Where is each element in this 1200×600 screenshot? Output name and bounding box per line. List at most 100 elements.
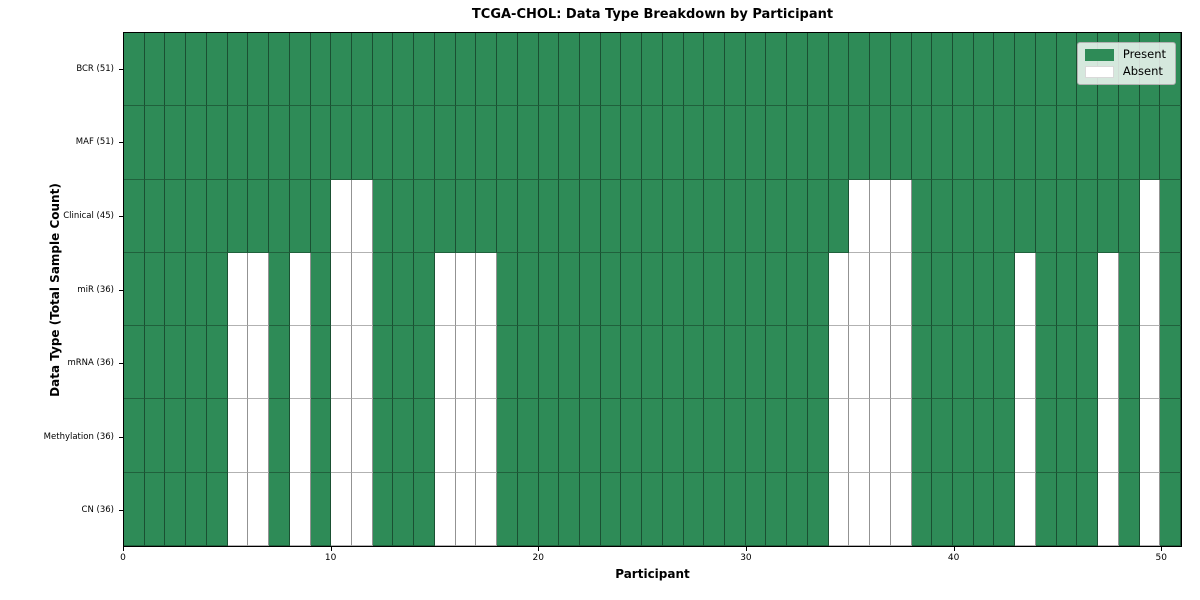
heatmap-cell bbox=[165, 326, 187, 400]
heatmap-cell bbox=[994, 472, 1016, 546]
heatmap-cell bbox=[1139, 252, 1161, 327]
heatmap-cell bbox=[227, 326, 249, 400]
heatmap-cell bbox=[1015, 179, 1036, 253]
heatmap-cell bbox=[890, 33, 912, 107]
heatmap-cell bbox=[579, 326, 601, 400]
heatmap-cell bbox=[870, 326, 891, 400]
heatmap-cell bbox=[932, 399, 954, 473]
heatmap-cell bbox=[393, 326, 415, 400]
heatmap-cell bbox=[538, 399, 560, 473]
heatmap-cell bbox=[579, 399, 601, 473]
heatmap-cell bbox=[310, 326, 332, 400]
x-tick-mark bbox=[1161, 547, 1163, 551]
heatmap-cell bbox=[248, 33, 270, 107]
heatmap-cell bbox=[1118, 252, 1140, 327]
heatmap-cell bbox=[414, 326, 435, 400]
y-tick-mark bbox=[119, 363, 123, 365]
heatmap-cell bbox=[807, 399, 829, 473]
heatmap-cell bbox=[538, 106, 560, 180]
heatmap-cell bbox=[372, 252, 394, 327]
heatmap-cell bbox=[911, 33, 933, 107]
heatmap-cell bbox=[725, 326, 746, 400]
heatmap-cell bbox=[372, 399, 394, 473]
heatmap-cell bbox=[351, 33, 373, 107]
heatmap-cell bbox=[248, 399, 270, 473]
y-tick-label: mRNA (36) bbox=[67, 358, 114, 369]
heatmap-cell bbox=[124, 399, 145, 473]
heatmap-cell bbox=[434, 326, 456, 400]
heatmap-cell bbox=[683, 326, 705, 400]
heatmap-cell bbox=[1056, 106, 1078, 180]
heatmap-cell bbox=[269, 106, 290, 180]
heatmap-cell bbox=[953, 106, 974, 180]
heatmap-cell bbox=[704, 252, 726, 327]
heatmap-cell bbox=[725, 399, 746, 473]
heatmap-cell bbox=[331, 179, 352, 253]
heatmap-cell bbox=[476, 252, 498, 327]
heatmap-cell bbox=[1160, 106, 1181, 180]
heatmap-cell bbox=[372, 472, 394, 546]
heatmap-cell bbox=[517, 252, 539, 327]
heatmap-cell bbox=[186, 252, 207, 327]
heatmap-cell bbox=[642, 33, 663, 107]
heatmap-cell bbox=[1056, 326, 1078, 400]
heatmap-cell bbox=[289, 252, 311, 327]
heatmap-cell bbox=[1015, 33, 1036, 107]
heatmap-cell bbox=[745, 33, 767, 107]
heatmap-cell bbox=[206, 33, 228, 107]
heatmap-cell bbox=[165, 33, 187, 107]
heatmap-cell bbox=[269, 326, 290, 400]
heatmap-cell bbox=[289, 399, 311, 473]
heatmap-cell bbox=[1098, 399, 1119, 473]
heatmap-cell bbox=[766, 252, 788, 327]
heatmap-cell bbox=[517, 326, 539, 400]
heatmap-cell bbox=[517, 399, 539, 473]
heatmap-cell bbox=[787, 33, 808, 107]
heatmap-cell bbox=[434, 252, 456, 327]
y-tick-mark bbox=[119, 436, 123, 438]
heatmap-cell bbox=[807, 33, 829, 107]
heatmap-cell bbox=[331, 399, 352, 473]
heatmap-cell bbox=[932, 179, 954, 253]
heatmap-cell bbox=[144, 252, 166, 327]
heatmap-cell bbox=[890, 399, 912, 473]
heatmap-cell bbox=[206, 106, 228, 180]
heatmap-cell bbox=[372, 106, 394, 180]
heatmap-cell bbox=[787, 252, 808, 327]
heatmap-cell bbox=[538, 252, 560, 327]
heatmap-cell bbox=[1015, 252, 1036, 327]
heatmap-cell bbox=[248, 179, 270, 253]
heatmap-cell bbox=[642, 326, 663, 400]
heatmap-cell bbox=[1015, 106, 1036, 180]
heatmap-cell bbox=[269, 472, 290, 546]
heatmap-cell bbox=[476, 179, 498, 253]
x-tick-label: 30 bbox=[740, 553, 752, 563]
heatmap-cell bbox=[165, 179, 187, 253]
heatmap-cell bbox=[1056, 252, 1078, 327]
legend-label-present: Present bbox=[1122, 47, 1166, 62]
heatmap-cell bbox=[994, 33, 1016, 107]
y-axis-label: Data Type (Total Sample Count) bbox=[48, 183, 62, 397]
heatmap-cell bbox=[911, 472, 933, 546]
heatmap-cell bbox=[269, 179, 290, 253]
y-tick-label: MAF (51) bbox=[75, 137, 114, 148]
heatmap-cell bbox=[434, 106, 456, 180]
x-axis-label: Participant bbox=[615, 567, 690, 581]
heatmap-cell bbox=[497, 472, 518, 546]
heatmap-cell bbox=[725, 472, 746, 546]
heatmap-cell bbox=[600, 179, 622, 253]
heatmap-cell bbox=[455, 399, 477, 473]
y-tick-mark bbox=[119, 510, 123, 512]
heatmap-cell bbox=[973, 106, 995, 180]
heatmap-cell bbox=[807, 179, 829, 253]
heatmap-cell bbox=[994, 326, 1016, 400]
heatmap-cell bbox=[227, 252, 249, 327]
heatmap-cell bbox=[662, 399, 684, 473]
heatmap-cell bbox=[186, 399, 207, 473]
heatmap-cell bbox=[248, 106, 270, 180]
heatmap-cell bbox=[124, 326, 145, 400]
heatmap-cell bbox=[683, 472, 705, 546]
heatmap-cell bbox=[953, 252, 974, 327]
heatmap-cell bbox=[372, 33, 394, 107]
heatmap-cell bbox=[331, 252, 352, 327]
